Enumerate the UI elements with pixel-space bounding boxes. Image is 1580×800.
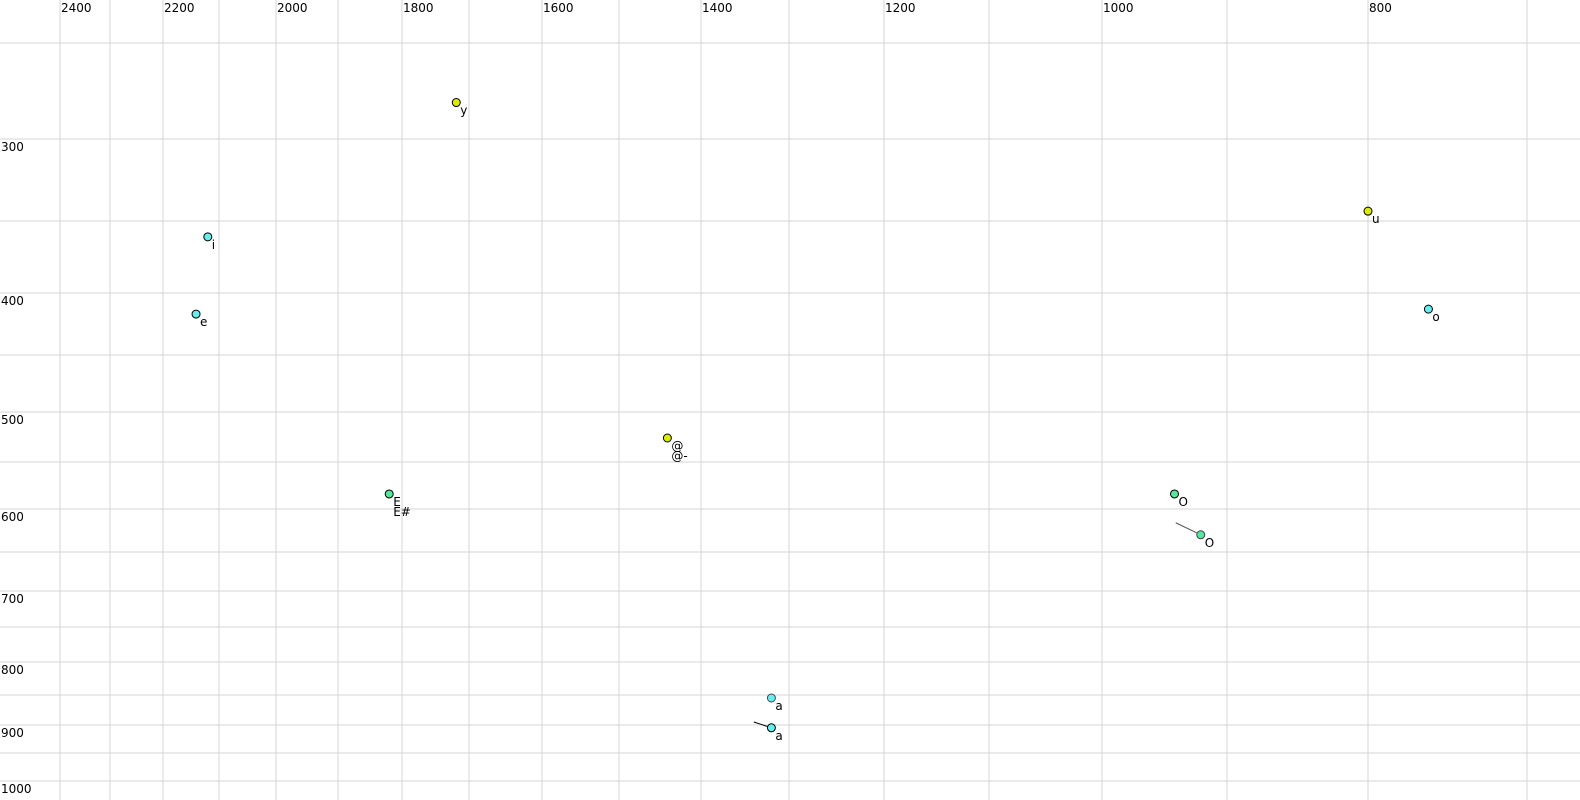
vowel-point [451, 98, 461, 108]
vowel-label: a [775, 699, 782, 713]
vowel-label: @- [671, 449, 687, 463]
vowel-label: e [200, 315, 207, 329]
x-tick-label: 1800 [403, 1, 434, 15]
x-tick-label: 2400 [61, 1, 92, 15]
y-tick-label: 700 [1, 592, 24, 606]
x-tick-label: 1600 [543, 1, 574, 15]
vowel-label: O [1179, 495, 1188, 509]
vowel-point [191, 309, 201, 319]
vowel-label: u [1372, 212, 1380, 226]
vowel-label: y [460, 104, 467, 118]
vowel-point [1170, 489, 1179, 499]
vowel-point [1423, 304, 1433, 314]
vowel-point [1196, 530, 1206, 540]
x-tick-label: 2200 [164, 1, 195, 15]
trajectory-line [1175, 522, 1201, 536]
vowel-label: i [212, 238, 215, 252]
y-tick-label: 1000 [1, 782, 32, 796]
vowel-label: @ [671, 439, 683, 453]
y-tick-label: 500 [1, 413, 24, 427]
y-tick-label: 800 [1, 663, 24, 677]
vowel-label: a [775, 729, 782, 743]
vowel-label: E# [393, 505, 411, 519]
vowel-label: O [1205, 536, 1214, 550]
y-tick-label: 400 [1, 294, 24, 308]
vowel-label: E [393, 495, 401, 509]
y-tick-label: 600 [1, 510, 24, 524]
vowel-point [384, 489, 394, 499]
vowel-point [662, 433, 672, 443]
y-tick-label: 900 [1, 726, 24, 740]
vowel-point [1363, 206, 1373, 216]
x-tick-label: 1200 [885, 1, 916, 15]
vowel-point [203, 232, 213, 242]
x-tick-label: 2000 [277, 1, 308, 15]
vowel-point [766, 723, 776, 733]
x-tick-label: 1000 [1103, 1, 1134, 15]
vowel-point [766, 693, 776, 703]
y-tick-label: 300 [1, 140, 24, 154]
vowel-label: o [1432, 310, 1439, 324]
x-tick-label: 800 [1369, 1, 1392, 15]
x-tick-label: 1400 [702, 1, 733, 15]
